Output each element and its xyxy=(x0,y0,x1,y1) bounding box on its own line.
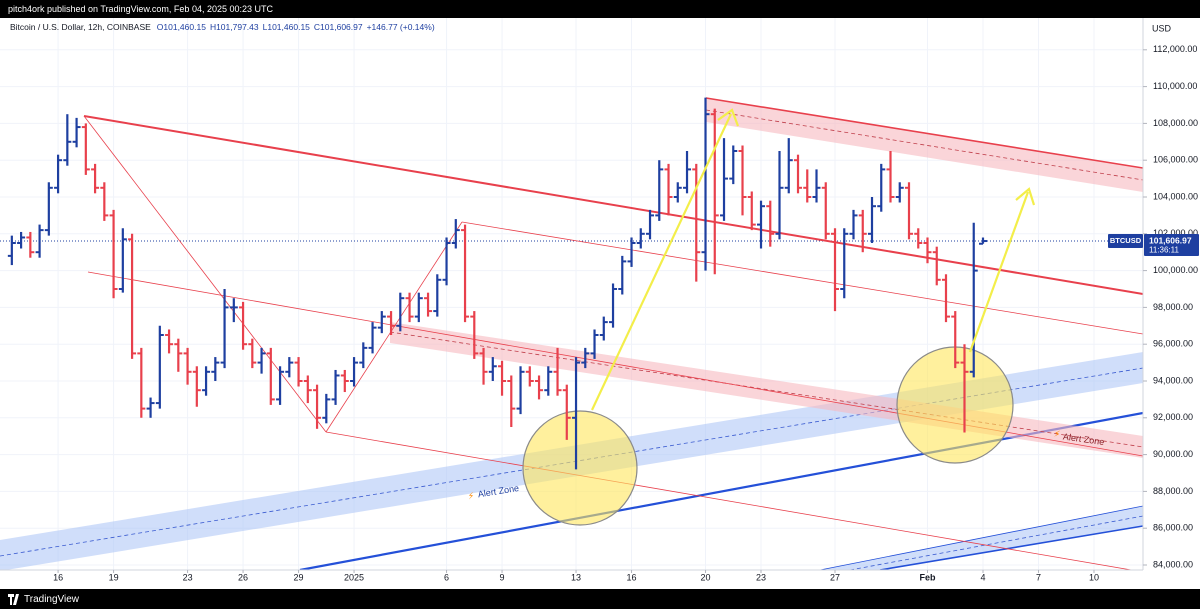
pitchfork-handle xyxy=(83,115,327,433)
brand: TradingView xyxy=(24,594,80,605)
alert-icon: ⚡ xyxy=(467,490,475,501)
red-zone-upper xyxy=(706,98,1143,192)
x-tick-label: 16 xyxy=(53,572,63,582)
y-tick-label: 104,000.00 xyxy=(1153,191,1198,201)
x-tick-label: 20 xyxy=(701,572,711,582)
highlight-circle xyxy=(522,410,638,526)
y-tick-label: 96,000.00 xyxy=(1153,339,1193,349)
x-tick-label: Feb xyxy=(919,572,936,582)
x-tick-label: 29 xyxy=(294,572,304,582)
red-dashed xyxy=(705,109,1143,181)
y-tick-label: 88,000.00 xyxy=(1153,486,1193,496)
price-tag-symbol-box xyxy=(1108,234,1143,249)
y-tick-label: 94,000.00 xyxy=(1153,375,1193,385)
x-tick-label: 27 xyxy=(830,572,840,582)
y-tick-label: 112,000.00 xyxy=(1153,44,1197,54)
y-tick-label: 106,000.00 xyxy=(1153,155,1198,165)
red-dashed xyxy=(389,331,1143,448)
y-tick-label: 108,000.00 xyxy=(1153,118,1198,128)
header-text: pitch4ork published on TradingView.com, … xyxy=(8,4,273,14)
red-line xyxy=(705,97,1143,169)
red-trendline xyxy=(83,115,1143,295)
price-tag-price: 101,606.97 xyxy=(1149,235,1192,245)
y-tick-label: 100,000.00 xyxy=(1153,265,1198,275)
x-tick-label: 7 xyxy=(1036,572,1041,582)
y-tick-label: 102,000.00 xyxy=(1153,228,1198,238)
y-tick-label: 98,000.00 xyxy=(1153,302,1193,312)
price-tag-symbol: BTCUSD xyxy=(1110,236,1142,245)
arrow xyxy=(591,113,732,411)
footer-bar xyxy=(0,589,1200,609)
y-tick-label: 90,000.00 xyxy=(1153,449,1193,459)
y-tick-label: 110,000.00 xyxy=(1153,81,1197,91)
y-tick-label: 84,000.00 xyxy=(1153,559,1193,569)
blue-line-dashed xyxy=(849,515,1143,570)
price-tag-box xyxy=(1144,234,1199,257)
ohlc-open: O101,460.15 xyxy=(157,22,206,32)
pitchfork-tine xyxy=(461,221,1143,335)
symbol: Bitcoin / U.S. Dollar, 12h, COINBASE xyxy=(10,22,151,32)
x-tick-label: 13 xyxy=(571,572,581,582)
legend: Bitcoin / U.S. Dollar, 12h, COINBASE O101… xyxy=(10,22,435,32)
x-tick-label: 26 xyxy=(238,572,248,582)
y-tick-label: 86,000.00 xyxy=(1153,523,1193,533)
blue-line xyxy=(819,505,1143,570)
arrow-head xyxy=(717,108,740,127)
alert-icon: ⚡ xyxy=(1053,428,1061,439)
ohlc-high: H101,797.43 xyxy=(210,22,259,32)
change: +146.77 (+0.14%) xyxy=(367,22,435,32)
logo xyxy=(8,594,19,605)
grid xyxy=(0,18,1143,570)
x-tick-label: 9 xyxy=(500,572,505,582)
price-tag-countdown: 11:36:11 xyxy=(1149,246,1180,255)
x-tick-label: 19 xyxy=(109,572,119,582)
drawings xyxy=(0,97,1143,570)
arrow xyxy=(968,191,1030,353)
arrow-head xyxy=(1015,187,1036,206)
x-tick-label: 16 xyxy=(627,572,637,582)
price-bars xyxy=(7,97,987,470)
price-axis xyxy=(1143,18,1200,590)
x-tick-label: 23 xyxy=(756,572,766,582)
pitchfork-tine xyxy=(325,431,1134,570)
y-tick-label: 92,000.00 xyxy=(1153,412,1193,422)
x-tick-label: 10 xyxy=(1089,572,1099,582)
ohlc-close: C101,606.97 xyxy=(314,22,363,32)
axes: 84,000.00 86,000.00 88,000.00 90,000.00 92,0… xyxy=(53,44,1198,582)
x-tick-label: 2025 xyxy=(344,572,364,582)
pitchfork-handle xyxy=(325,221,463,433)
ohlc-low: L101,460.15 xyxy=(263,22,311,32)
x-tick-label: 6 xyxy=(444,572,449,582)
arrows: ⚡ Alert Zone ⚡ Alert Zone xyxy=(467,108,1105,501)
x-tick-label: 4 xyxy=(980,572,985,582)
blue-line xyxy=(879,525,1143,570)
currency: USD xyxy=(1152,23,1172,33)
x-tick-label: 23 xyxy=(183,572,193,582)
header-bar xyxy=(0,0,1200,18)
